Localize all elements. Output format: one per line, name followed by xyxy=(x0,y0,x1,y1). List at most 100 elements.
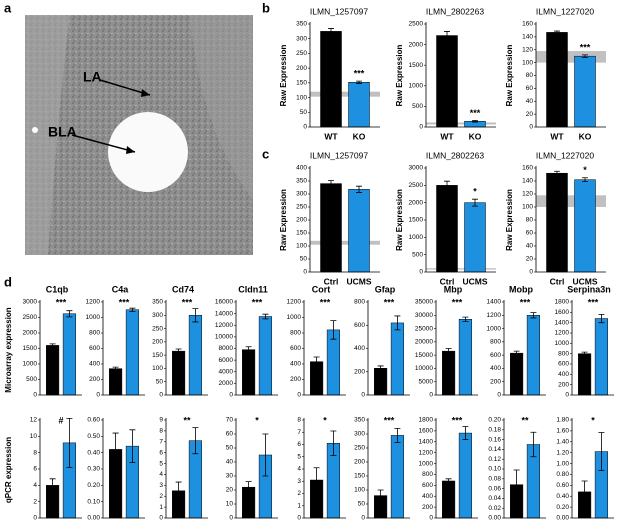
y-tick-label: 350 xyxy=(354,417,365,424)
y-tick-label: 60 xyxy=(526,230,534,237)
significance: *** xyxy=(452,415,463,425)
panel-label: c xyxy=(262,146,269,161)
y-tick-label: 0.16 xyxy=(488,436,501,443)
y-tick-label: 12 xyxy=(30,417,38,424)
bar xyxy=(546,32,568,128)
axis xyxy=(503,418,546,519)
y-tick-label: 5 xyxy=(159,460,163,467)
y-tick-label: 100 xyxy=(522,204,533,211)
error-bar xyxy=(444,180,450,190)
axis xyxy=(102,418,145,519)
error-bar xyxy=(175,348,182,354)
axis xyxy=(39,418,82,519)
error-bar xyxy=(445,478,452,484)
bar xyxy=(348,82,370,128)
bar xyxy=(464,202,486,273)
y-tick-label: 0 xyxy=(303,269,307,276)
y-tick-label: 1400 xyxy=(487,299,502,306)
axis xyxy=(165,418,208,519)
y-axis-label: Raw Expression xyxy=(395,44,404,106)
y-tick-label: 800 xyxy=(558,350,569,357)
bar xyxy=(320,183,342,273)
y-tick-label: 0.20 xyxy=(556,504,569,511)
significance: *** xyxy=(384,297,395,307)
y-tick-label: 50 xyxy=(156,378,164,385)
error-bar xyxy=(192,427,199,455)
error-bar xyxy=(472,198,478,207)
y-tick-label: 250 xyxy=(152,325,163,332)
error-bar xyxy=(513,469,520,500)
bar xyxy=(458,432,472,519)
y-tick-label: 25000 xyxy=(415,325,433,332)
y-axis-label: Raw Expression xyxy=(279,44,288,106)
y-tick-label: 0 xyxy=(529,269,533,276)
y-tick-label: 100 xyxy=(296,94,307,101)
bar xyxy=(436,35,458,128)
y-tick-label: 0 xyxy=(33,515,37,522)
error-bar xyxy=(66,417,73,468)
y-tick-label: 20 xyxy=(526,256,534,263)
y-tick-label: 800 xyxy=(490,339,501,346)
y-tick-label: 0.10 xyxy=(87,498,100,505)
error-bar xyxy=(262,433,269,477)
y-tick-label: 0.12 xyxy=(488,456,501,463)
bar xyxy=(109,368,123,396)
axis xyxy=(435,418,478,519)
x-tick-label: WT xyxy=(324,131,338,141)
error-bar xyxy=(530,431,537,458)
y-tick-label: 60 xyxy=(526,85,534,92)
error-bar xyxy=(112,432,119,467)
y-tick-label: 6 xyxy=(159,449,163,456)
error-bar xyxy=(513,350,520,356)
error-bar xyxy=(582,177,588,183)
y-tick-label: 800 xyxy=(422,471,433,478)
bar xyxy=(390,435,404,519)
y-tick-label: 0.06 xyxy=(488,485,501,492)
y-tick-label: 10000 xyxy=(415,365,433,372)
y-tick-label: 2000 xyxy=(409,41,424,48)
bar xyxy=(546,172,568,273)
y-tick-label: 500 xyxy=(412,251,423,258)
panel-label: d xyxy=(4,274,12,289)
x-tick-label: UCMS xyxy=(572,276,597,286)
error-bar xyxy=(313,467,320,493)
axis xyxy=(235,418,278,519)
tissue-region xyxy=(190,15,253,200)
significance: *** xyxy=(320,297,331,307)
y-tick-label: 3000 xyxy=(23,299,38,306)
y-tick-label: 100 xyxy=(354,487,365,494)
y-tick-label: 1800 xyxy=(555,299,570,306)
micrograph: LA BLA xyxy=(25,15,253,255)
y-tick-label: 300 xyxy=(296,191,307,198)
error-bar xyxy=(313,356,320,367)
error-bar xyxy=(581,480,588,504)
y-tick-label: 7 xyxy=(297,429,301,436)
threshold-band xyxy=(426,268,496,270)
error-bar xyxy=(328,180,334,188)
y-tick-label: 0 xyxy=(429,392,433,399)
y-tick-label: 40 xyxy=(526,98,534,105)
x-tick-label: UCMS xyxy=(462,276,487,286)
error-bar xyxy=(330,320,337,340)
bar xyxy=(242,349,256,396)
error-bar xyxy=(394,315,401,331)
image-label: BLA xyxy=(48,124,77,140)
bar xyxy=(594,318,608,396)
y-tick-label: 30000 xyxy=(415,312,433,319)
y-tick-label: 300 xyxy=(152,312,163,319)
x-tick-label: Ctrl xyxy=(324,276,339,286)
y-tick-label: 1500 xyxy=(409,217,424,224)
error-bar xyxy=(129,307,136,312)
y-tick-label: 40 xyxy=(526,243,534,250)
y-tick-label: 400 xyxy=(422,493,433,500)
y-tick-label: 0.04 xyxy=(488,495,501,502)
x-tick-label: KO xyxy=(579,131,592,141)
error-bar xyxy=(245,481,252,494)
axis xyxy=(309,166,380,273)
y-tick-label: 0.40 xyxy=(87,449,100,456)
axis xyxy=(102,300,145,396)
y-tick-label: 1500 xyxy=(23,345,38,352)
y-tick-label: 50 xyxy=(226,445,234,452)
y-tick-label: 0 xyxy=(159,515,163,522)
